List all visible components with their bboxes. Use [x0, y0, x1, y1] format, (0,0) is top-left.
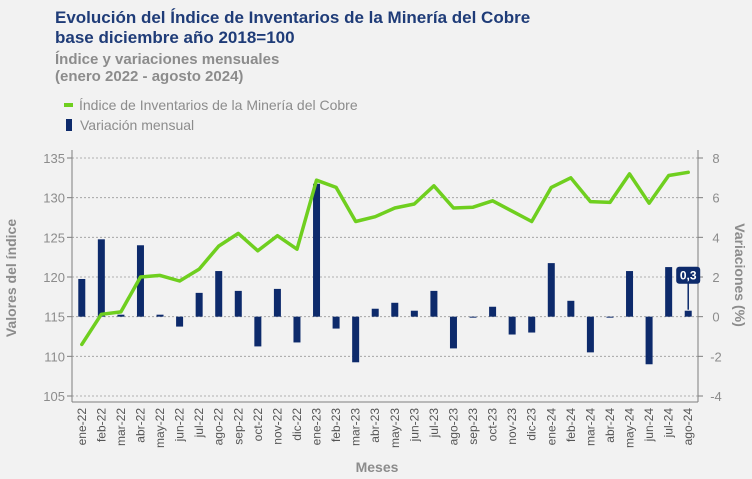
- bar-variation: [136, 245, 144, 317]
- x-tick-label: dic-23: [525, 408, 539, 441]
- bar-variation: [195, 292, 203, 317]
- bar-variation: [665, 267, 673, 317]
- x-tick-label: may-22: [153, 408, 167, 448]
- x-tick-label: may-24: [623, 408, 637, 448]
- y-tick-label: 120: [43, 270, 65, 285]
- x-tick-label: feb-23: [329, 408, 343, 442]
- x-tick-label: abr-24: [603, 408, 617, 443]
- chart-title: Evolución del Índice de Inventarios de l…: [55, 8, 530, 48]
- legend-item-index: Índice de Inventarios de la Minería del …: [64, 95, 358, 115]
- legend: Índice de Inventarios de la Minería del …: [64, 95, 358, 135]
- y2-tick-label: 8: [712, 151, 719, 166]
- x-tick-label: feb-24: [564, 408, 578, 442]
- y2-tick-label: 4: [712, 230, 719, 245]
- bar-variation: [234, 290, 242, 317]
- data-label: 0,3: [680, 269, 697, 283]
- bar-variation: [410, 310, 418, 317]
- y2-tick-label: 0: [712, 310, 719, 325]
- y-tick-label: 115: [44, 310, 65, 325]
- bar-variation: [371, 308, 379, 317]
- y-tick-label: 105: [43, 389, 65, 404]
- bar-variation: [489, 306, 497, 317]
- x-tick-label: abr-23: [368, 408, 382, 443]
- x-tick-label: may-23: [388, 408, 402, 448]
- bar-variation: [176, 316, 184, 327]
- legend-line-swatch: [64, 103, 73, 107]
- bar-variation: [117, 314, 125, 317]
- x-tick-label: ene-24: [544, 408, 558, 446]
- x-axis-title: Meses: [356, 459, 399, 475]
- bar-variation: [684, 310, 692, 317]
- y-tick-label: 135: [43, 151, 65, 166]
- x-tick-label: feb-22: [94, 408, 108, 442]
- legend-item-variation: Variación mensual: [64, 115, 358, 135]
- bar-variation: [97, 239, 105, 317]
- x-tick-label: jun-23: [407, 408, 421, 443]
- legend-bar-swatch: [66, 119, 72, 131]
- x-tick-label: jun-24: [642, 408, 656, 443]
- legend-label-variation: Variación mensual: [80, 117, 195, 133]
- subtitle-line-1: Índice y variaciones mensuales: [55, 51, 280, 68]
- legend-label-index: Índice de Inventarios de la Minería del …: [79, 97, 358, 113]
- data-label-box: [676, 266, 701, 284]
- bar-variation: [469, 316, 477, 318]
- bar-variation: [645, 316, 653, 365]
- x-tick-label: oct-23: [486, 408, 500, 442]
- x-tick-label: jun-22: [173, 408, 187, 443]
- y-axis-title: Valores del índice: [3, 219, 19, 337]
- subtitle-line-2: (enero 2022 - agosto 2024): [55, 68, 244, 85]
- x-tick-label: ene-22: [75, 408, 89, 446]
- bar-variation: [508, 316, 516, 335]
- x-tick-label: ago-24: [681, 408, 695, 446]
- title-line-1: Evolución del Índice de Inventarios de l…: [55, 8, 531, 27]
- y2-tick-label: 6: [712, 191, 719, 206]
- bar-variation: [254, 316, 262, 347]
- chart-subtitle: Índice y variaciones mensuales (enero 20…: [55, 51, 279, 85]
- line-index: [80, 170, 690, 347]
- bar-variation: [430, 290, 438, 317]
- x-tick-label: sep-22: [231, 408, 245, 445]
- bar-variation: [567, 300, 575, 317]
- x-tick-label: sep-23: [466, 408, 480, 445]
- x-tick-label: nov-22: [270, 408, 284, 445]
- x-tick-label: jul-24: [662, 408, 676, 439]
- x-tick-label: nov-23: [505, 408, 519, 445]
- x-tick-label: mar-22: [114, 408, 128, 446]
- bar-variation: [293, 316, 301, 343]
- bar-variation: [606, 316, 614, 318]
- bar-variation: [547, 263, 555, 317]
- y2-axis-title: Variaciones (%): [732, 223, 748, 327]
- y2-tick-label: -4: [710, 389, 722, 404]
- bar-variation: [156, 314, 164, 317]
- bar-variation: [78, 278, 86, 317]
- bar-variation: [391, 302, 399, 317]
- bar-variation: [528, 316, 536, 333]
- x-tick-label: mar-23: [349, 408, 363, 446]
- bar-variation: [332, 316, 340, 329]
- y-tick-label: 110: [44, 349, 65, 364]
- bar-variation: [352, 316, 360, 363]
- x-tick-label: ago-22: [212, 408, 226, 446]
- bar-variation: [215, 271, 223, 317]
- x-tick-label: ene-23: [310, 408, 324, 446]
- title-line-2: base diciembre año 2018=100: [55, 28, 295, 47]
- bar-variation: [449, 316, 457, 349]
- bar-variation: [586, 316, 594, 353]
- x-tick-label: abr-22: [133, 408, 147, 443]
- x-tick-label: jul-22: [192, 408, 206, 439]
- x-tick-label: oct-22: [251, 408, 265, 442]
- bar-variation: [273, 288, 281, 317]
- bar-variation: [313, 183, 321, 317]
- y2-tick-label: -2: [710, 349, 722, 364]
- y-tick-label: 130: [43, 191, 65, 206]
- x-tick-label: ago-23: [446, 408, 460, 446]
- y2-tick-label: 2: [712, 270, 719, 285]
- y-tick-label: 125: [43, 230, 65, 245]
- bar-variation: [626, 271, 634, 317]
- x-tick-label: mar-24: [583, 408, 597, 446]
- x-tick-label: dic-22: [290, 408, 304, 441]
- x-tick-label: jul-23: [427, 408, 441, 439]
